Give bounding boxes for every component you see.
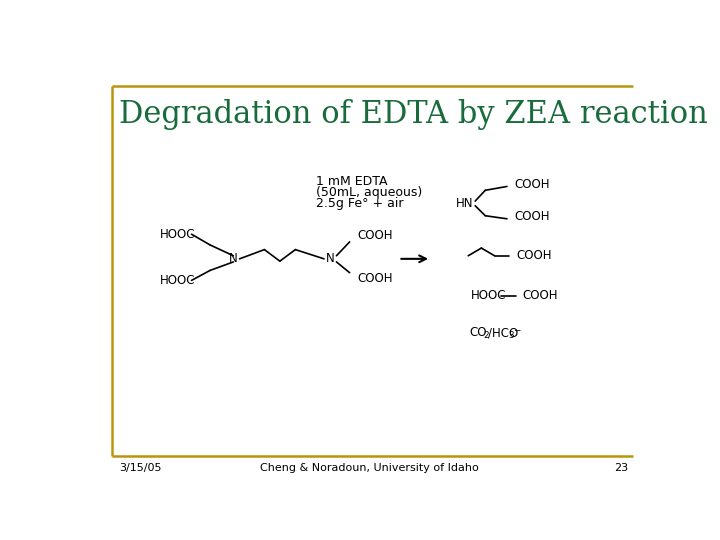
Text: HN: HN: [456, 197, 474, 210]
Text: 1 mM EDTA: 1 mM EDTA: [316, 175, 387, 188]
Text: 3/15/05: 3/15/05: [120, 463, 162, 473]
Text: N: N: [229, 252, 238, 265]
Text: 2: 2: [484, 332, 490, 340]
Text: CO: CO: [469, 326, 487, 339]
Text: HOOC: HOOC: [160, 274, 195, 287]
Text: HOOC: HOOC: [160, 228, 195, 241]
Text: COOH: COOH: [523, 289, 558, 302]
Text: Degradation of EDTA by ZEA reaction: Degradation of EDTA by ZEA reaction: [120, 99, 708, 130]
Text: (50mL, aqueous): (50mL, aqueous): [316, 186, 422, 199]
Text: N: N: [326, 252, 335, 265]
Text: COOH: COOH: [357, 230, 393, 242]
Text: /HCO: /HCO: [488, 326, 518, 339]
Text: COOH: COOH: [515, 210, 550, 223]
Text: 3: 3: [508, 332, 514, 340]
Text: COOH: COOH: [357, 272, 393, 285]
Text: −: −: [513, 325, 521, 334]
Text: 23: 23: [614, 463, 629, 473]
Text: 2.5g Fe° + air: 2.5g Fe° + air: [316, 197, 403, 210]
Text: COOH: COOH: [516, 249, 552, 262]
Text: COOH: COOH: [515, 178, 550, 191]
Text: HOOC: HOOC: [472, 289, 507, 302]
Text: Cheng & Noradoun, University of Idaho: Cheng & Noradoun, University of Idaho: [260, 463, 478, 473]
